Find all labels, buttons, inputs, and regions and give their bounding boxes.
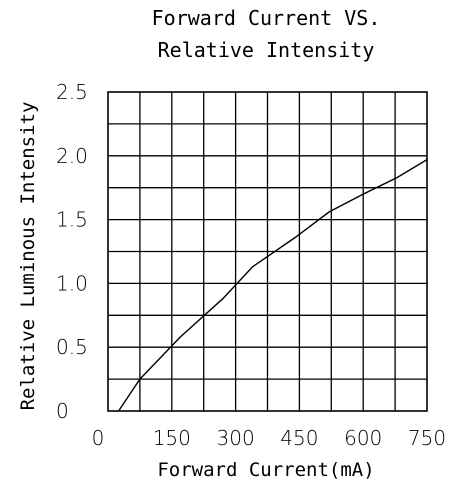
x-tick-label: 300 (217, 426, 255, 450)
x-axis-label: Forward Current(mA) (157, 459, 374, 481)
y-tick-label: 0 (56, 399, 69, 423)
chart-title: Forward Current VS. Relative Intensity (152, 6, 381, 62)
y-tick-label: 1.5 (56, 208, 88, 232)
chart-title-line-1: Forward Current VS. (152, 6, 381, 30)
x-tick-label: 150 (153, 426, 191, 450)
plot-frame (107, 91, 428, 412)
chart-title-line-2: Relative Intensity (158, 38, 375, 62)
x-tick-label: 0 (92, 426, 105, 450)
x-tick-label: 600 (344, 426, 382, 450)
grid (108, 92, 427, 411)
x-tick-label: 750 (408, 426, 446, 450)
x-tick-label: 450 (280, 426, 318, 450)
y-tick-labels: 0 0.5 1.0 1.5 2.0 2.5 (56, 80, 88, 423)
y-tick-label: 0.5 (56, 335, 88, 359)
y-tick-label: 2.5 (56, 80, 88, 104)
intensity-curve (118, 158, 428, 412)
y-tick-label: 2.0 (56, 144, 88, 168)
y-tick-label: 1.0 (56, 271, 88, 295)
x-tick-labels: 0 150 300 450 600 750 (92, 426, 446, 450)
y-axis-label: Relative Luminous Intensity (17, 102, 39, 411)
